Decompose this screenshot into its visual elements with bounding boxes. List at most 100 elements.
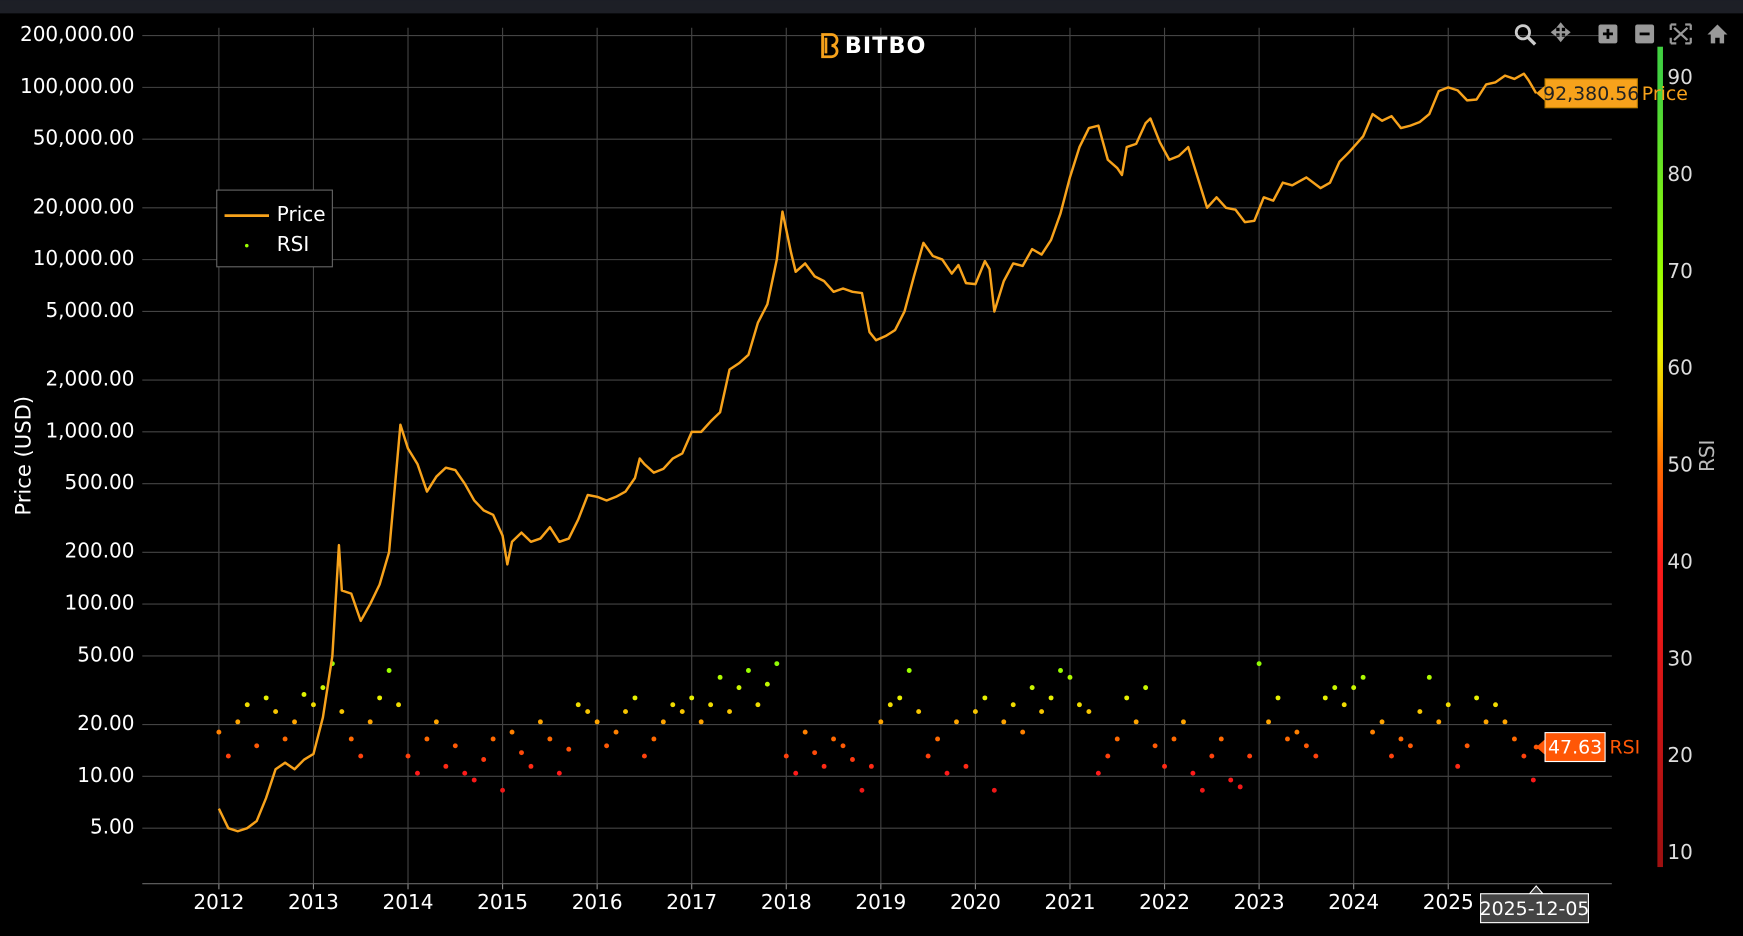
rsi-dot [405, 753, 411, 759]
rsi-dot [651, 736, 657, 742]
label-pointer [1536, 85, 1546, 102]
rsi-dot [1010, 702, 1016, 708]
rsi-dot [537, 719, 543, 725]
x-tick-label: 2016 [572, 890, 623, 914]
rsi-dot [509, 729, 515, 735]
top-bar [0, 0, 1743, 14]
rsi-dot [1001, 719, 1007, 725]
rsi-dot [585, 709, 591, 715]
rsi-dot [887, 702, 893, 708]
rsi-dot [1341, 702, 1347, 708]
rsi-dot [556, 770, 562, 776]
rsi-dot [396, 702, 402, 708]
rsi-dot [944, 770, 950, 776]
rsi-dot [254, 743, 260, 749]
colorbar-tick-label: 40 [1667, 549, 1692, 573]
pan-button[interactable] [1550, 22, 1571, 43]
rsi-dot [462, 770, 468, 776]
rsi-dot [320, 685, 326, 691]
rsi-dot [679, 709, 685, 715]
rsi-dot [1029, 685, 1035, 691]
colorbar-title: RSI [1695, 440, 1719, 473]
colorbar-tick-label: 80 [1667, 162, 1692, 186]
rsi-dot [452, 743, 458, 749]
rsi-dot [1199, 787, 1205, 793]
y-tick-label: 10,000.00 [33, 246, 135, 270]
rsi-dot [244, 702, 250, 708]
rsi-dot [1218, 736, 1224, 742]
rsi-dot [1521, 753, 1527, 759]
colorbar-tick-label: 30 [1667, 646, 1692, 670]
rsi-dot [1039, 709, 1045, 715]
rsi-dot [471, 777, 477, 783]
price-line [217, 72, 1538, 833]
y-tick-label: 500.00 [65, 470, 135, 494]
value-label: 47.63 [1548, 737, 1602, 759]
reset-button[interactable] [1707, 24, 1728, 44]
rsi-dot [632, 695, 638, 701]
colorbar-tick-label: 90 [1667, 65, 1692, 89]
rsi-dot [1407, 743, 1413, 749]
rsi-dot [850, 757, 855, 762]
rsi-dot [1511, 736, 1517, 742]
rsi-dot [1445, 702, 1451, 708]
rsi-dot [670, 702, 676, 708]
rsi-dot [519, 750, 524, 756]
rsi-dot [225, 753, 231, 759]
rsi-dot [1379, 719, 1385, 725]
y-tick-label: 2,000.00 [45, 367, 134, 391]
hover-x-box [1480, 893, 1589, 924]
rsi-dot [433, 719, 439, 725]
rsi-dot [1048, 695, 1054, 701]
legend-box [216, 189, 333, 268]
zoom-button[interactable] [1514, 24, 1537, 46]
rsi-dot [840, 743, 846, 749]
rsi-dot [963, 763, 969, 769]
rsi-dot [1502, 719, 1508, 725]
rsi-dot [1237, 784, 1243, 790]
y-tick-label: 20.00 [77, 711, 134, 735]
rsi-dot [1105, 753, 1111, 759]
series-tag: Price [1642, 83, 1688, 105]
rsi-dot [377, 695, 383, 701]
legend: Price RSI [216, 189, 333, 268]
x-tick-label: 2022 [1139, 890, 1190, 914]
x-tick-label: 2017 [666, 890, 717, 914]
rsi-dot [1398, 736, 1404, 742]
rsi-dot [1351, 685, 1357, 691]
zoom-out-button[interactable] [1635, 24, 1655, 44]
rsi-dot [1294, 729, 1300, 735]
rsi-dot [1530, 777, 1536, 783]
legend-label: RSI [277, 232, 309, 256]
legend-swatch [244, 243, 249, 248]
rsi-dot [1474, 695, 1480, 701]
rsi-dot [292, 719, 297, 725]
rsi-dot [906, 668, 912, 673]
rsi-dot [613, 729, 619, 735]
logo: BITBO [821, 33, 927, 59]
rsi-dot [1162, 763, 1167, 769]
autoscale-button[interactable] [1669, 23, 1692, 45]
rsi-dot [736, 685, 742, 691]
rsi-dot [339, 709, 345, 715]
rsi-dot [1417, 709, 1423, 715]
rsi-dot [490, 736, 496, 742]
rsi-dot [1256, 661, 1262, 667]
rsi-dot [991, 787, 997, 793]
logo-text: BITBO [845, 33, 927, 59]
rsi-dot [216, 729, 222, 735]
y-tick-label: 20,000.00 [33, 194, 135, 218]
rsi-dot [1332, 685, 1338, 691]
rsi-dot [1303, 743, 1309, 749]
rsi-dot [1133, 719, 1139, 725]
rsi-dot [802, 729, 808, 735]
zoom-in-button[interactable] [1598, 24, 1618, 44]
rsi-dot [1143, 685, 1149, 691]
rsi-dot [859, 787, 865, 793]
toolbar [1514, 22, 1728, 46]
rsi-dot [1493, 702, 1498, 708]
rsi-dot [1285, 736, 1290, 742]
rsi-dot [746, 668, 751, 673]
colorbar-tick-label: 50 [1667, 453, 1692, 477]
